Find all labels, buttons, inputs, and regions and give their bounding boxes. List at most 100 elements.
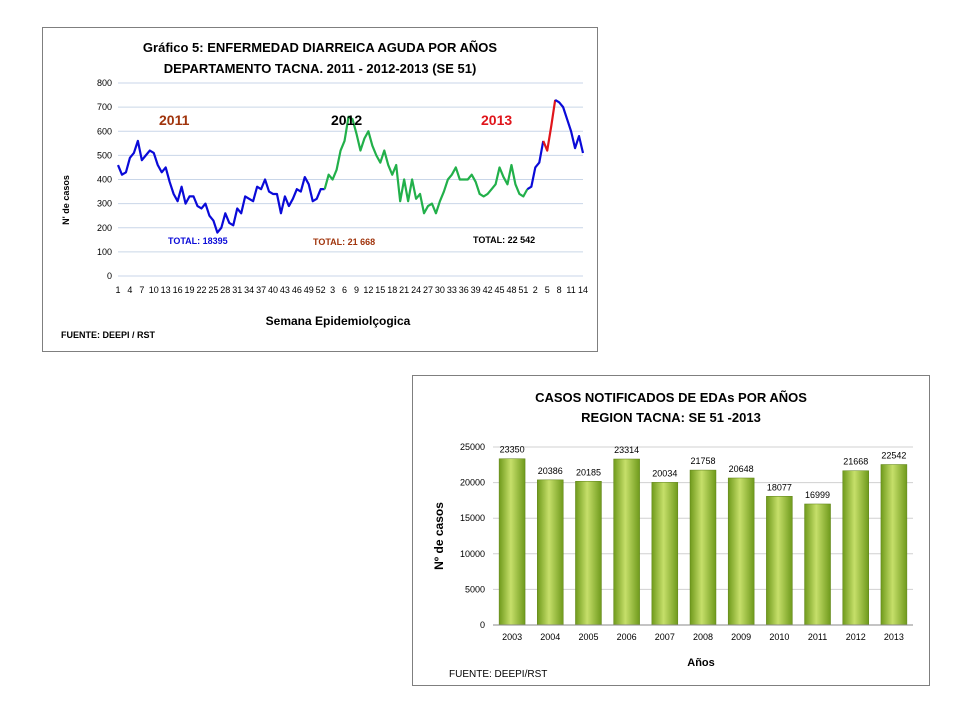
chart1-y-tick-label: 600 (97, 126, 112, 136)
chart1-y-tick-label: 500 (97, 150, 112, 160)
chart1-y-tick-label: 100 (97, 247, 112, 257)
chart2-y-tick-label: 0 (480, 620, 485, 630)
chart2-x-tick-label: 2009 (731, 632, 751, 642)
chart2-x-tick-label: 2006 (617, 632, 637, 642)
chart1-x-ticks: 1 4 7 10 13 16 19 22 25 28 31 34 37 40 43 46 49 52 3 6 9 12 15… (115, 285, 588, 295)
chart1-y-tick-label: 300 (97, 199, 112, 209)
bar-data-label: 23314 (614, 445, 639, 455)
chart1-x-tick-label: 46 (292, 285, 302, 295)
bar-2009 (727, 477, 755, 626)
chart2-title-line2: REGION TACNA: SE 51 -2013 (581, 410, 761, 425)
chart2-y-tick-label: 10000 (460, 549, 485, 559)
chart2-x-ticks: 2003 2004 2005 2006 2007 2008 2009 2010 2011 2012… (502, 632, 904, 642)
bar-2007 (651, 482, 679, 626)
chart1-x-tick-label: 5 (545, 285, 550, 295)
bar-2006 (613, 458, 640, 626)
chart1-x-tick-label: 39 (471, 285, 481, 295)
chart1-x-tick-label: 49 (304, 285, 314, 295)
chart2-x-tick-label: 2007 (655, 632, 675, 642)
series-line-2013-b (554, 98, 585, 154)
chart1-y-tick-label: 400 (97, 175, 112, 185)
bar-data-label: 20386 (538, 466, 563, 476)
series-line-2013-rise (542, 99, 557, 152)
chart1-x-tick-label: 3 (330, 285, 335, 295)
chart1-x-tick-label: 9 (354, 285, 359, 295)
bar-data-label: 20648 (729, 464, 754, 474)
chart1-x-tick-label: 37 (256, 285, 266, 295)
chart1-y-tick-label: 700 (97, 102, 112, 112)
chart1-x-tick-label: 51 (518, 285, 528, 295)
chart1-y-tick-label: 800 (97, 78, 112, 88)
bar-data-label: 22542 (881, 451, 906, 461)
bar-2003 (498, 458, 526, 626)
chart1-x-tick-label: 33 (447, 285, 457, 295)
series-line-2013-a (526, 140, 545, 191)
bar-2008 (689, 469, 717, 626)
chart1-x-axis-label: Semana Epidemiolçogica (266, 314, 411, 328)
chart2-x-tick-label: 2011 (808, 632, 827, 642)
chart2-x-axis-label: Años (687, 657, 715, 669)
series-line-2011 (116, 139, 325, 234)
line-chart: Gráfico 5: ENFERMEDAD DIARREICA AGUDA PO… (61, 40, 588, 340)
chart1-x-tick-label: 6 (342, 285, 347, 295)
chart2-y-ticks: 0 5000 10000 15000 20000 25000 (460, 442, 485, 630)
bar-2004 (537, 479, 564, 626)
chart1-x-tick-label: 13 (161, 285, 171, 295)
chart1-x-tick-label: 14 (578, 285, 588, 295)
chart1-y-axis-label: N' de casos (61, 175, 71, 225)
chart1-x-tick-label: 22 (196, 285, 206, 295)
bar-data-label: 20034 (652, 468, 677, 478)
chart2-source: FUENTE: DEEPI/RST (449, 669, 547, 680)
chart2-y-tick-label: 5000 (465, 584, 485, 594)
chart1-x-tick-label: 28 (220, 285, 230, 295)
bar-chart: CASOS NOTIFICADOS DE EDAs POR AÑOS REGIO… (432, 390, 913, 680)
bar-data-label: 21758 (690, 456, 715, 466)
chart1-x-tick-label: 36 (459, 285, 469, 295)
chart2-y-tick-label: 15000 (460, 513, 485, 523)
chart1-x-tick-label: 15 (375, 285, 385, 295)
chart1-x-tick-label: 40 (268, 285, 278, 295)
line-chart-panel: Gráfico 5: ENFERMEDAD DIARREICA AGUDA PO… (42, 27, 598, 352)
chart1-y-tick-label: 0 (107, 271, 112, 281)
chart1-series (116, 98, 585, 234)
chart1-x-tick-label: 48 (506, 285, 516, 295)
chart1-x-tick-label: 4 (127, 285, 132, 295)
chart1-x-tick-label: 42 (483, 285, 493, 295)
bar-2013 (880, 464, 908, 626)
chart1-x-tick-label: 11 (566, 285, 575, 295)
label-2012: 2012 (331, 112, 362, 128)
chart1-x-tick-label: 34 (244, 285, 254, 295)
chart2-title-line1: CASOS NOTIFICADOS DE EDAs POR AÑOS (535, 390, 807, 405)
chart2-x-tick-label: 2010 (769, 632, 789, 642)
chart1-x-tick-label: 43 (280, 285, 290, 295)
bar-2005 (575, 481, 602, 626)
chart1-x-tick-label: 8 (557, 285, 562, 295)
chart1-x-tick-label: 21 (399, 285, 409, 295)
chart1-x-tick-label: 31 (232, 285, 242, 295)
chart1-x-tick-label: 30 (435, 285, 445, 295)
bar-data-label: 16999 (805, 490, 830, 500)
total-2011: TOTAL: 18395 (168, 236, 228, 246)
series-line-2012 (323, 115, 529, 215)
chart2-y-tick-label: 25000 (460, 442, 485, 452)
chart1-x-tick-label: 19 (185, 285, 195, 295)
chart1-x-tick-label: 1 (115, 285, 120, 295)
total-2013: TOTAL: 22 542 (473, 235, 535, 245)
chart1-title-line1: Gráfico 5: ENFERMEDAD DIARREICA AGUDA PO… (143, 40, 497, 55)
bar-data-label: 18077 (767, 482, 792, 492)
label-2013: 2013 (481, 112, 512, 128)
bar-chart-panel: CASOS NOTIFICADOS DE EDAs POR AÑOS REGIO… (412, 375, 930, 686)
chart1-title-line2: DEPARTAMENTO TACNA. 2011 - 2012-2013 (SE… (164, 61, 477, 76)
chart2-y-tick-label: 20000 (460, 478, 485, 488)
chart1-x-tick-label: 12 (363, 285, 373, 295)
chart1-x-tick-label: 45 (495, 285, 505, 295)
chart1-y-ticks: 0 100 200 300 400 500 600 700 800 (97, 78, 112, 281)
chart1-x-tick-label: 24 (411, 285, 421, 295)
chart2-x-tick-label: 2003 (502, 632, 522, 642)
bar-data-label: 21668 (843, 457, 868, 467)
bar-2010 (766, 496, 793, 626)
chart2-x-tick-label: 2008 (693, 632, 713, 642)
chart2-x-tick-label: 2004 (540, 632, 560, 642)
chart2-x-tick-label: 2005 (578, 632, 598, 642)
chart2-y-axis-label: Nº de casos (432, 502, 446, 570)
